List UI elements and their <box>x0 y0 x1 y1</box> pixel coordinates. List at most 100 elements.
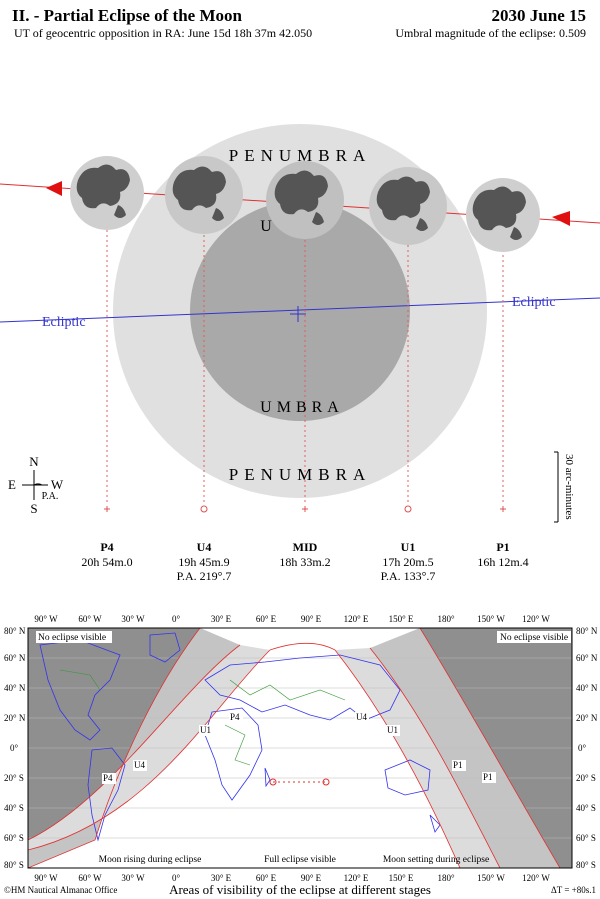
svg-text:U4: U4 <box>134 760 145 770</box>
svg-text:0°: 0° <box>172 873 181 883</box>
moon-u1 <box>369 167 447 245</box>
ecliptic-label-left: Ecliptic <box>42 315 86 330</box>
moon-u4 <box>165 156 243 234</box>
svg-text:30° W: 30° W <box>121 873 145 883</box>
svg-text:P4: P4 <box>100 540 113 554</box>
svg-text:60° E: 60° E <box>256 873 277 883</box>
svg-text:80° S: 80° S <box>4 860 24 870</box>
svg-text:P4: P4 <box>230 712 240 722</box>
map-frame <box>27 627 573 869</box>
svg-text:40° S: 40° S <box>576 803 596 813</box>
moon-p1 <box>466 178 540 252</box>
svg-text:P1: P1 <box>483 772 493 782</box>
svg-text:Moon setting during eclipse: Moon setting during eclipse <box>383 855 489 865</box>
svg-text:U1: U1 <box>401 540 416 554</box>
curve-labels: P4 U4 U1 P4 U4 U1 P1 P1 <box>102 712 496 784</box>
svg-text:60° N: 60° N <box>4 653 26 663</box>
svg-text:120° W: 120° W <box>522 614 550 624</box>
svg-text:No eclipse visible: No eclipse visible <box>38 633 106 643</box>
svg-text:P1: P1 <box>496 540 509 554</box>
svg-text:19h 45m.9: 19h 45m.9 <box>178 555 229 569</box>
path-arrow-left <box>46 181 62 196</box>
svg-text:40° S: 40° S <box>4 803 24 813</box>
country-borders <box>59 669 346 766</box>
svg-text:80° S: 80° S <box>576 860 596 870</box>
umbra-label: UMBRA <box>260 399 344 416</box>
eclipse-date: 2030 June 15 <box>491 6 586 25</box>
umbra-top-letter: U <box>260 218 272 235</box>
ecliptic-line <box>0 297 600 323</box>
svg-text:P1: P1 <box>453 760 463 770</box>
svg-text:P.A. 219°.7: P.A. 219°.7 <box>177 569 232 583</box>
svg-text:150° E: 150° E <box>389 873 414 883</box>
ecliptic-label-right: Ecliptic <box>512 295 556 310</box>
svg-text:U1: U1 <box>387 725 398 735</box>
svg-text:180°: 180° <box>437 614 455 624</box>
svg-text:30° E: 30° E <box>211 873 232 883</box>
band-left-inner <box>28 645 270 850</box>
svg-text:17h 20m.5: 17h 20m.5 <box>382 555 433 569</box>
copyright: ©HM Nautical Almanac Office <box>4 885 117 895</box>
svg-text:20° S: 20° S <box>576 773 596 783</box>
svg-text:120° E: 120° E <box>344 614 369 624</box>
svg-text:40° N: 40° N <box>4 683 26 693</box>
moon-mid <box>266 161 344 239</box>
umbra-disc <box>190 201 410 421</box>
svg-text:Moon rising during eclipse: Moon rising during eclipse <box>99 855 202 865</box>
svg-text:60° W: 60° W <box>78 873 102 883</box>
opposition-time: UT of geocentric opposition in RA: June … <box>14 26 313 40</box>
svg-text:20h 54m.0: 20h 54m.0 <box>81 555 132 569</box>
compass: N S E W P.A. <box>8 454 64 516</box>
scale-bar <box>554 451 559 523</box>
svg-text:20° N: 20° N <box>4 713 26 723</box>
svg-text:20° S: 20° S <box>4 773 24 783</box>
svg-text:150° W: 150° W <box>477 614 505 624</box>
svg-text:40° N: 40° N <box>576 683 598 693</box>
svg-text:0°: 0° <box>578 743 587 753</box>
svg-text:P.A. 133°.7: P.A. 133°.7 <box>381 569 436 583</box>
svg-text:80° N: 80° N <box>576 626 598 636</box>
svg-text:60° S: 60° S <box>576 833 596 843</box>
svg-text:0°: 0° <box>10 743 19 753</box>
latitude-labels: 80° N 60° N 40° N 20° N 0° 20° S 40° S 6… <box>4 626 598 870</box>
svg-text:90° W: 90° W <box>34 614 58 624</box>
svg-text:No eclipse visible: No eclipse visible <box>500 633 568 643</box>
svg-text:120° W: 120° W <box>522 873 550 883</box>
svg-text:P4: P4 <box>103 773 113 783</box>
svg-text:S: S <box>30 501 37 516</box>
umbral-magnitude: Umbral magnitude of the eclipse: 0.509 <box>395 26 586 40</box>
svg-text:60° S: 60° S <box>4 833 24 843</box>
svg-text:U4: U4 <box>356 712 367 722</box>
contact-times: P4 20h 54m.0 U4 19h 45m.9 P.A. 219°.7 MI… <box>81 540 528 583</box>
svg-text:N: N <box>29 454 39 469</box>
scale-label: 30 arc-minutes <box>563 454 575 520</box>
contact-markers <box>104 505 506 513</box>
page-title: II. - Partial Eclipse of the Moon <box>12 6 242 25</box>
svg-text:120° E: 120° E <box>344 873 369 883</box>
svg-text:60° E: 60° E <box>256 614 277 624</box>
path-arrow-right <box>552 211 570 226</box>
contact-curves <box>28 628 561 868</box>
eclipse-diagram: Ecliptic Ecliptic <box>0 124 600 583</box>
svg-text:80° N: 80° N <box>4 626 26 636</box>
svg-text:30° E: 30° E <box>211 614 232 624</box>
svg-text:150° W: 150° W <box>477 873 505 883</box>
svg-text:E: E <box>8 477 16 492</box>
svg-text:U4: U4 <box>197 540 212 554</box>
svg-text:W: W <box>51 477 64 492</box>
svg-text:MID: MID <box>293 540 318 554</box>
band-right-inner <box>335 648 500 868</box>
map-caption: Areas of visibility of the eclipse at di… <box>169 882 431 897</box>
svg-text:0°: 0° <box>172 614 181 624</box>
svg-text:180°: 180° <box>437 873 455 883</box>
sublunar-point-end <box>322 778 330 786</box>
svg-text:U1: U1 <box>200 725 211 735</box>
svg-text:20° N: 20° N <box>576 713 598 723</box>
moon-p4 <box>70 156 144 230</box>
svg-text:90° W: 90° W <box>34 873 58 883</box>
visibility-map: No eclipse visible No eclipse visible Mo… <box>4 614 598 897</box>
sublunar-point-start <box>269 778 277 786</box>
svg-text:60° W: 60° W <box>78 614 102 624</box>
svg-text:90° E: 90° E <box>301 873 322 883</box>
penumbra-label-bottom: PENUMBRA <box>229 465 371 484</box>
